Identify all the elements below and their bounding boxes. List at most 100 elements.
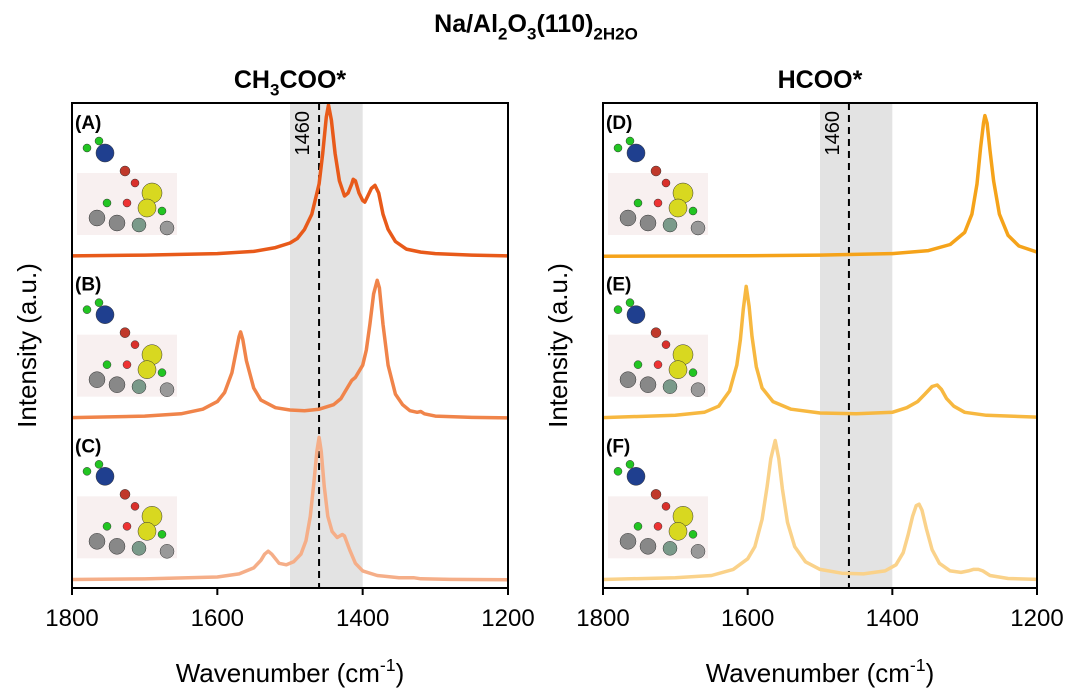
subplot-label: (A) — [75, 113, 101, 134]
marker-label: 1460 — [822, 111, 844, 156]
plot-frame — [602, 102, 1038, 589]
atom — [619, 533, 637, 550]
atom — [650, 165, 662, 177]
atom — [82, 467, 92, 476]
text-segment: ) — [926, 658, 935, 688]
atom — [119, 489, 131, 500]
atom — [108, 538, 126, 555]
atom — [690, 382, 706, 397]
atom — [633, 360, 643, 369]
subplot-label: (B) — [75, 275, 101, 296]
subplot-label: (D) — [606, 113, 632, 134]
text-segment: Wavenumber (cm — [706, 658, 910, 688]
atom — [661, 502, 671, 511]
atom — [88, 209, 106, 227]
y-axis-label: Intensity (a.u.) — [12, 263, 42, 428]
structure-inset — [608, 298, 708, 397]
x-axis-label: Wavenumber (cm-1) — [706, 655, 935, 688]
atom — [626, 305, 646, 324]
atom — [130, 502, 140, 511]
atom — [688, 368, 698, 377]
atom — [157, 530, 167, 539]
text-segment: (110) — [536, 10, 593, 38]
figure-title: Na/Al2O3(110)2H2O — [434, 10, 638, 44]
spectrum-line — [72, 278, 508, 420]
x-tick-label: 1200 — [1010, 605, 1063, 632]
structure-inset — [77, 298, 177, 397]
spectrum-line — [603, 284, 1037, 420]
atom — [102, 360, 112, 369]
subplot-label: (F) — [606, 436, 630, 457]
atom — [661, 178, 671, 188]
text-segment: 2 — [498, 25, 507, 44]
spectrum-line — [603, 438, 1037, 582]
subplot-label: (E) — [606, 275, 631, 296]
atom — [668, 360, 688, 379]
panel: 1460 (D) (E) (F) 1800 1600 1400 1200 HCOO* Wavenu… — [543, 66, 1064, 688]
atom — [668, 198, 688, 218]
atom — [159, 220, 175, 236]
atom — [94, 136, 104, 146]
atom — [94, 460, 104, 469]
atom — [137, 198, 157, 218]
atom — [137, 360, 157, 379]
atom — [690, 220, 706, 236]
x-tick-label: 1800 — [576, 605, 629, 632]
atom — [131, 379, 147, 394]
atom — [159, 544, 175, 559]
atom — [108, 214, 126, 232]
spectrum-line — [72, 435, 508, 582]
atom — [626, 143, 646, 163]
atom — [88, 371, 106, 388]
text-segment: Wavenumber (cm — [176, 658, 380, 688]
atom — [633, 198, 643, 208]
atom — [619, 209, 637, 227]
atom — [662, 217, 678, 233]
marker-label: 1460 — [292, 111, 314, 156]
structure-inset — [608, 136, 708, 236]
atom — [688, 206, 698, 216]
atom — [130, 340, 140, 349]
text-segment: 3 — [270, 81, 279, 100]
atom — [95, 143, 115, 163]
atom — [613, 143, 623, 153]
atom — [639, 376, 657, 393]
atom — [613, 305, 623, 314]
atom — [95, 305, 115, 324]
text-segment: CH — [234, 66, 270, 94]
atom — [661, 340, 671, 349]
atom — [625, 298, 635, 307]
atom — [108, 376, 126, 393]
atom — [639, 214, 657, 232]
atom — [122, 522, 132, 531]
text-segment: HCOO* — [778, 66, 863, 94]
spectrum-line — [72, 103, 508, 258]
text-segment: 3 — [527, 25, 536, 44]
text-segment: O — [508, 10, 527, 38]
atom — [650, 327, 662, 338]
atom — [102, 522, 112, 531]
panel: 1460 (A) (B) (C) 1800 1600 1400 1200 CH3COO* Wave… — [12, 66, 535, 688]
atom — [131, 541, 147, 556]
x-tick-label: 1400 — [866, 605, 919, 632]
atom — [625, 460, 635, 469]
atom — [95, 467, 115, 486]
panel-title: CH3COO* — [234, 66, 347, 100]
atom — [82, 143, 92, 153]
atom — [102, 198, 112, 208]
structure-inset — [77, 136, 177, 236]
text-segment: COO* — [279, 66, 346, 94]
atom — [119, 327, 131, 338]
atom — [122, 198, 132, 208]
atom — [157, 368, 167, 377]
atom — [625, 136, 635, 146]
atom — [633, 522, 643, 531]
x-axis-label: Wavenumber (cm-1) — [176, 655, 405, 688]
atom — [653, 360, 663, 369]
atom — [157, 206, 167, 216]
x-tick-label: 1800 — [45, 605, 98, 632]
x-tick-label: 1400 — [336, 605, 389, 632]
x-tick-label: 1600 — [721, 605, 774, 632]
